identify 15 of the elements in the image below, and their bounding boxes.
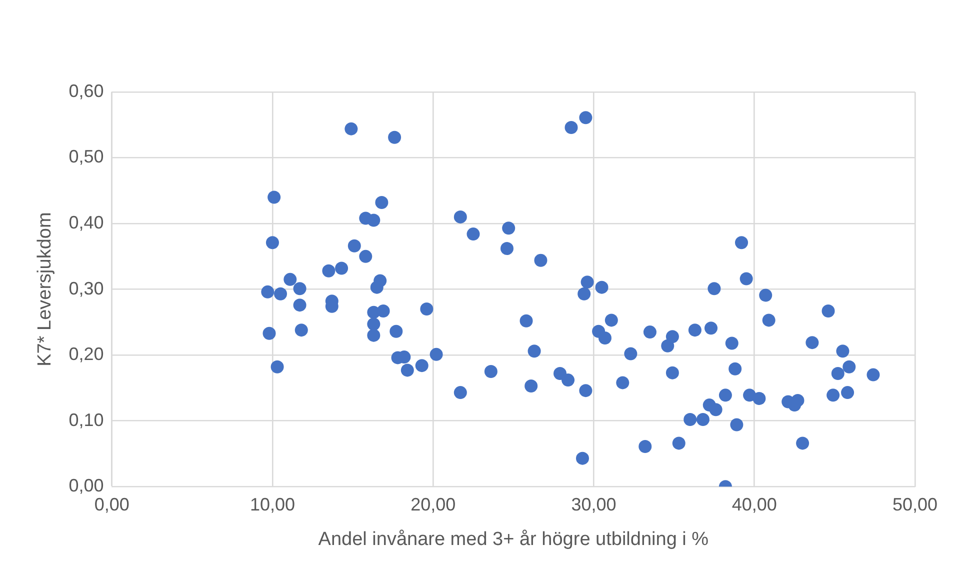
y-tick-label: 0,30 xyxy=(68,278,104,298)
x-tick-label: 20,00 xyxy=(410,494,456,514)
y-axis-title: K7* Leversjukdom xyxy=(34,212,56,366)
x-tick-label: 0,00 xyxy=(94,494,130,514)
x-axis-title: Andel invånare med 3+ år högre utbildning i % xyxy=(318,528,709,550)
y-tick-label: 0,50 xyxy=(68,146,104,167)
x-tick-label: 30,00 xyxy=(571,494,616,514)
y-tick-label: 0,00 xyxy=(68,476,104,496)
y-tick-label: 0,10 xyxy=(68,410,104,430)
y-tick-label: 0,20 xyxy=(68,344,104,364)
x-tick-label: 10,00 xyxy=(250,494,295,514)
x-tick-label: 50,00 xyxy=(892,494,938,514)
y-tick-label: 0,40 xyxy=(68,212,104,232)
x-tick-label: 40,00 xyxy=(732,494,777,514)
y-tick-label: 0,60 xyxy=(68,80,104,101)
